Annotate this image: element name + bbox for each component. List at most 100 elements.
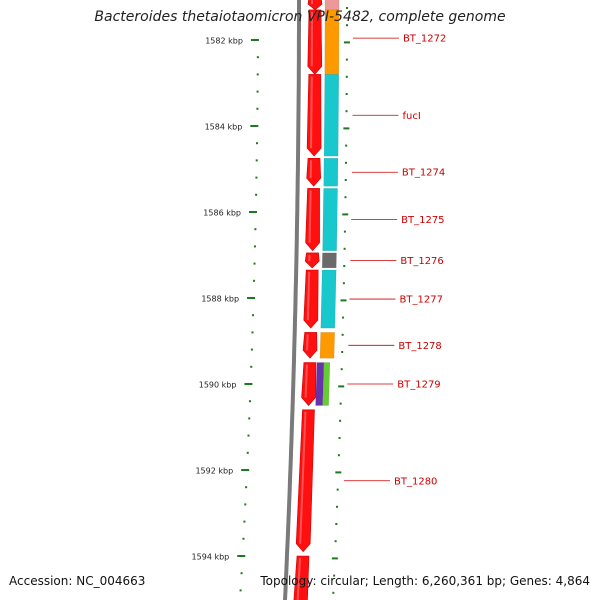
outer-scale-tick — [340, 299, 347, 302]
outer-scale-tick — [336, 488, 339, 491]
scale-minor-tick — [253, 279, 256, 282]
outer-scale-tick — [343, 247, 346, 250]
outer-scale-tick — [331, 557, 338, 560]
outer-scale-tick — [341, 351, 344, 353]
outer-scale-tick — [336, 505, 339, 508]
label-layer: BT_1272 fucI BT_1274 BT_1275 BT_1276 BT_1277 B… — [344, 34, 446, 487]
cog-block-bt-1275[interactable] — [322, 188, 338, 251]
scale-minor-tick — [248, 417, 251, 420]
outer-scale-tick — [339, 419, 342, 422]
outer-scale-tick — [342, 316, 345, 319]
gene-arrow-highlight — [310, 76, 313, 149]
scale-tick — [237, 555, 246, 557]
cog-block-bt-1274[interactable] — [323, 158, 339, 187]
outer-scale-tick — [342, 282, 345, 285]
outer-scale-tick — [343, 127, 350, 130]
outer-scale-tick — [341, 333, 344, 336]
outer-scale-tick — [344, 161, 347, 164]
gene-label-bt-1275[interactable]: BT_1275 — [401, 215, 444, 226]
outer-scale-tick — [337, 454, 340, 457]
outer-scale-tick — [342, 213, 349, 216]
cog-block-bt-1278[interactable] — [319, 332, 335, 359]
gene-arrow-highlight — [304, 364, 308, 398]
gene-label-bt-1276[interactable]: BT_1276 — [400, 256, 443, 267]
outer-scale-tick — [345, 110, 348, 113]
gene-arrow-bt-1278[interactable] — [302, 332, 318, 359]
gene-label-bt-1278[interactable]: BT_1278 — [398, 341, 441, 352]
scale-minor-tick — [256, 73, 259, 76]
outer-scale-tick — [343, 265, 346, 267]
gene-arrow-bt-1279[interactable] — [301, 362, 317, 406]
gene-label-bt-1277[interactable]: BT_1277 — [400, 295, 443, 306]
scale-tick — [247, 297, 256, 299]
scale-tick — [241, 469, 250, 471]
outer-scale-tick — [339, 402, 342, 405]
scale-layer: 1582 kbp 1584 kbp 1586 kbp 1588 kbp 1590 kbp… — [192, 7, 350, 594]
genome-summary-text: Topology: circular; Length: 6,260,361 bp… — [260, 574, 590, 588]
scale-minor-tick — [252, 314, 255, 317]
scale-minor-tick — [250, 365, 253, 368]
scale-minor-tick — [250, 348, 253, 351]
outer-scale-tick — [345, 7, 348, 9]
outer-scale-tick — [343, 41, 350, 44]
scale-minor-tick — [248, 400, 251, 403]
scale-minor-tick — [255, 193, 258, 196]
scale-tick-label: 1594 kbp — [192, 553, 230, 562]
cog-block-fucl[interactable] — [323, 74, 340, 157]
gene-arrow-bt-1275[interactable] — [305, 188, 320, 252]
gene-label-fucl[interactable]: fucI — [402, 111, 420, 122]
scale-minor-tick — [247, 434, 250, 437]
gene-arrow-bt-1276[interactable] — [304, 252, 320, 269]
scale-minor-tick — [255, 176, 258, 179]
cog-block-bt-1276[interactable] — [321, 252, 337, 269]
outer-scale-tick — [344, 196, 347, 199]
gene-label-bt-1279[interactable]: BT_1279 — [397, 380, 440, 391]
scale-tick — [249, 211, 258, 213]
gene-layer — [293, 0, 323, 600]
gene-arrow-highlight — [306, 272, 311, 321]
scale-minor-tick — [246, 451, 249, 454]
gene-label-bt-1280[interactable]: BT_1280 — [394, 476, 437, 487]
scale-minor-tick — [253, 262, 256, 265]
outer-scale-tick — [332, 591, 335, 594]
outer-scale-tick — [345, 58, 348, 61]
outer-scale-tick — [345, 75, 348, 78]
scale-minor-tick — [244, 503, 247, 506]
cog-block-bt-1279-green[interactable] — [322, 362, 331, 406]
outer-scale-tick — [334, 540, 337, 543]
scale-minor-tick — [255, 142, 258, 145]
scale-tick — [250, 39, 259, 41]
scale-tick — [244, 383, 253, 385]
gene-arrow-bt-1277[interactable] — [303, 269, 319, 329]
map-title: Bacteroides thetaiotaomicron VPI-5482, c… — [94, 9, 506, 25]
scale-minor-tick — [245, 486, 248, 489]
scale-minor-tick — [240, 572, 243, 575]
gene-label-bt-1272[interactable]: BT_1272 — [403, 34, 446, 45]
outer-scale-tick — [343, 230, 346, 233]
gene-arrow-fucl[interactable] — [306, 74, 322, 157]
gene-arrow-bt-1274[interactable] — [306, 158, 322, 187]
scale-minor-tick — [242, 537, 245, 540]
scale-tick — [250, 125, 259, 127]
outer-scale-tick — [333, 574, 336, 577]
gene-label-bt-1274[interactable]: BT_1274 — [402, 168, 445, 179]
scale-tick-label: 1592 kbp — [195, 467, 233, 476]
outer-scale-tick — [338, 385, 345, 388]
genome-backbone — [282, 0, 301, 600]
scale-tick-label: 1584 kbp — [205, 123, 243, 132]
scale-minor-tick — [239, 589, 242, 592]
scale-minor-tick — [254, 228, 257, 231]
scale-minor-tick — [256, 107, 259, 110]
gene-arrow-highlight — [308, 190, 312, 243]
scale-minor-tick — [253, 245, 256, 248]
outer-scale-tick — [338, 437, 341, 439]
cog-block-bt-1277[interactable] — [320, 269, 337, 329]
accession-text: Accession: NC_004663 — [9, 574, 146, 588]
outer-scale-tick — [345, 144, 348, 147]
outer-scale-tick — [335, 523, 338, 525]
scale-minor-tick — [243, 520, 246, 523]
scale-minor-tick — [255, 159, 258, 162]
cog-layer — [315, 0, 340, 406]
